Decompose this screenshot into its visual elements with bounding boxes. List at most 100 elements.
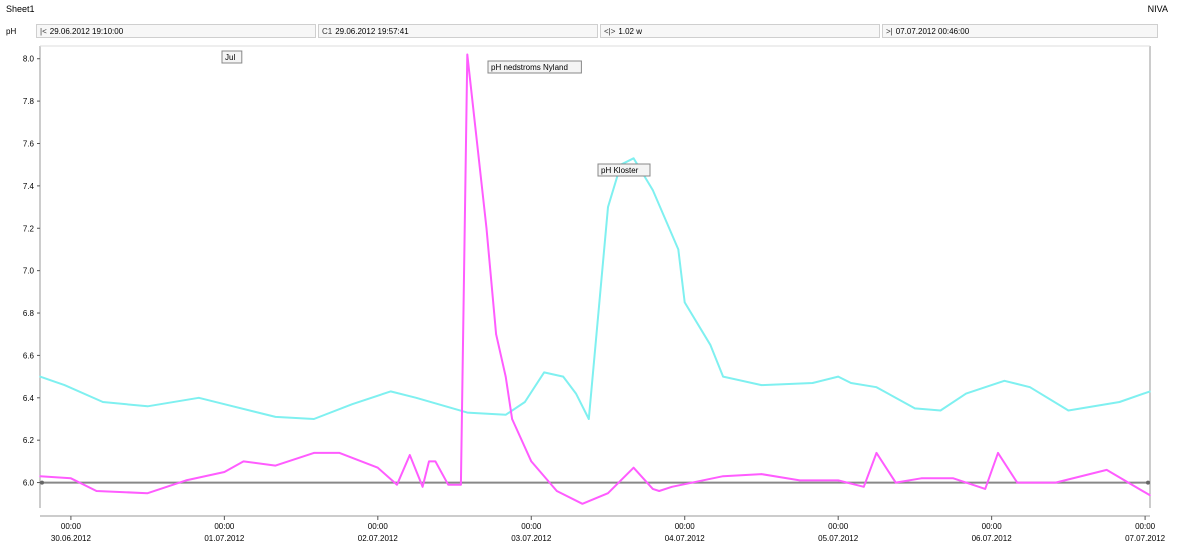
cursor-time-field[interactable]: C1 29.06.2012 19:57:41 [318,24,598,38]
data-point [1016,481,1019,484]
data-point [466,411,469,414]
data-point [607,492,609,494]
data-point [421,486,424,488]
y-unit-label: pH [6,27,17,36]
data-point [722,375,724,378]
data-point [914,407,916,410]
y-tick-label: 7.4 [23,182,35,191]
data-point [709,344,712,346]
data-point [588,418,590,420]
data-point [466,53,469,56]
span-icon[interactable]: <|> [604,27,616,36]
data-point [651,189,654,191]
data-point [875,386,878,389]
data-point [447,483,449,486]
data-point [543,371,545,374]
data-point [984,488,987,490]
data-point [460,483,462,486]
x-tick-date-label: 03.07.2012 [511,534,552,543]
x-tick-date-label: 04.07.2012 [665,534,706,543]
data-point [39,375,41,378]
data-point [223,471,226,473]
data-point [377,466,379,469]
y-tick-label: 6.2 [23,436,35,445]
data-point [677,248,680,251]
data-point [504,413,507,416]
time-navigation-toolbar: pH |< 29.06.2012 19:10:00 C1 29.06.2012 19… [6,24,1158,40]
go-to-end-icon[interactable]: >| [886,27,893,36]
data-point [1118,401,1121,403]
month-callout: Jul [221,50,243,64]
data-point [556,490,558,492]
y-tick-label: 7.8 [23,97,35,106]
go-to-start-icon[interactable]: |< [40,27,47,36]
data-point [894,481,897,484]
x-tick-date-label: 05.07.2012 [818,534,859,543]
data-point [396,483,398,486]
x-tick-time-label: 00:00 [214,522,235,531]
data-point [760,473,763,475]
data-point [1029,386,1031,389]
data-point [530,460,533,463]
data-point [146,405,149,408]
callouts: Jul pH nedstroms Nyland pH Kloster [221,50,651,177]
data-point [428,460,430,463]
x-tick-date-label: 30.06.2012 [51,534,92,543]
cursor-time-value: 29.06.2012 19:57:41 [335,27,409,36]
data-point [811,382,814,384]
data-point [338,452,341,454]
data-point [495,333,497,336]
tick-labels: 6.0 6.2 6.4 6.6 6.8 7.0 7.2 7.4 7.6 7.8 8.0 00:00 30… [23,55,1166,543]
data-point [651,488,654,490]
data-point [408,454,411,456]
data-point [1003,380,1006,382]
time-span-field[interactable]: <|> 1.02 w [600,24,880,38]
data-point [760,384,763,386]
y-tick-label: 6.4 [23,394,35,403]
x-tick-time-label: 00:00 [1135,522,1156,531]
x-tick-date-label: 02.07.2012 [358,534,399,543]
data-point [185,479,187,482]
kloster-callout: pH Kloster [597,163,651,177]
start-time-field[interactable]: |< 29.06.2012 19:10:00 [36,24,316,38]
data-point [274,416,277,418]
data-point [351,403,354,405]
data-point [875,452,878,454]
data-point [1149,494,1151,497]
data-point [607,206,609,208]
data-point [1149,390,1151,393]
data-point [95,490,98,492]
series-line-kloster [39,157,1151,420]
x-tick-time-label: 00:00 [982,522,1003,531]
y-tick-label: 7.6 [23,139,35,148]
data-point [524,401,526,403]
data-point [920,477,923,480]
series-line-nedstroms [39,53,1151,505]
data-point [683,301,686,304]
data-point [581,502,584,505]
x-tick-date-label: 06.07.2012 [972,534,1013,543]
data-point [389,390,392,393]
data-point [39,475,41,478]
y-tick-label: 6.8 [23,309,35,318]
x-tick-time-label: 00:00 [675,522,696,531]
axes [37,45,1151,520]
data-point [722,475,724,478]
data-point [671,486,673,488]
data-point [1054,481,1057,484]
data-point [850,382,852,384]
y-tick-label: 8.0 [23,55,35,64]
data-point [223,403,226,405]
data-point [575,392,577,395]
reference-marker-right [1146,480,1150,485]
data-point [313,452,315,454]
data-point [242,460,245,463]
data-point [837,375,839,378]
cursor-icon[interactable]: C1 [322,27,333,36]
data-point [965,392,967,395]
data-point [1105,469,1108,471]
data-point [146,492,149,494]
end-time-field[interactable]: >| 07.07.2012 00:46:00 [882,24,1158,38]
data-point [799,479,801,482]
